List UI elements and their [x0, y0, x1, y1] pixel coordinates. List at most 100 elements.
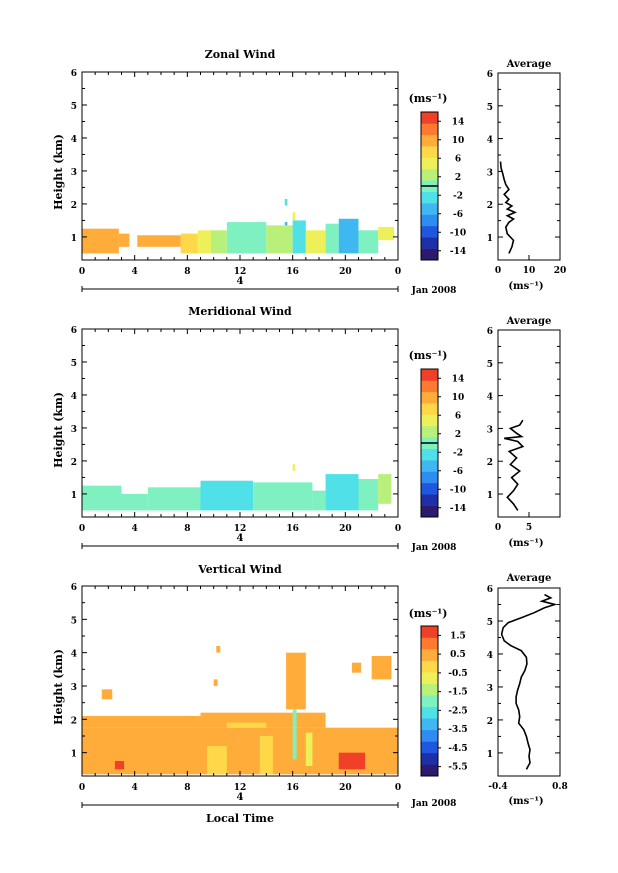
average-height-label: 4 [487, 393, 493, 403]
average-height-label: 1 [487, 234, 493, 244]
colorbar-swatch [421, 718, 438, 731]
colorbar-swatch [421, 191, 438, 204]
time-tick-label: 0 [79, 783, 85, 793]
average-x-tick-label: 0 [495, 523, 501, 533]
time-tick-label: 4 [132, 524, 138, 534]
meridional-day-bar: 4 Jan 2008 [81, 533, 456, 553]
average-height-label: 4 [487, 651, 493, 661]
meridional-wind-title: Meridional Wind [188, 305, 292, 318]
data-cell [101, 689, 113, 700]
data-cell [211, 230, 227, 254]
height-tick-label: 5 [71, 359, 77, 369]
average-height-label: 1 [487, 491, 493, 501]
colorbar-swatch [421, 425, 438, 438]
vertical-date-label: Jan 2008 [411, 799, 457, 809]
colorbar-swatch [421, 649, 438, 661]
height-tick-label: 3 [71, 425, 77, 435]
colorbar-swatch [421, 134, 438, 147]
average-frame [497, 72, 561, 261]
height-tick-label: 1 [71, 491, 77, 501]
time-tick-label: 8 [184, 783, 190, 793]
colorbar-swatch [421, 660, 438, 673]
average-x-tick-label: -0.4 [488, 782, 507, 792]
data-cell [358, 230, 379, 254]
data-cell [114, 761, 125, 770]
time-tick-label: 0 [395, 524, 401, 534]
average-height-label: 5 [487, 618, 493, 628]
time-tick-label: 8 [184, 267, 190, 277]
data-cell [378, 474, 392, 504]
colorbar-swatch [421, 403, 438, 415]
data-cell [216, 646, 221, 653]
meridional-time-axis: 0 4 8 12 16 20 0 [79, 329, 401, 534]
data-cell [378, 227, 395, 241]
colorbar-swatch [421, 448, 438, 461]
colorbar-swatch [421, 683, 438, 696]
average-height-label: 3 [487, 684, 493, 694]
colorbar-swatch [421, 505, 438, 518]
average-frame [497, 329, 561, 518]
meridional-average-title: Average [506, 316, 552, 327]
vertical-day-label: 4 [237, 792, 244, 803]
colorbar-tick-label: -3.5 [448, 725, 467, 735]
time-tick-label: 0 [395, 783, 401, 793]
colorbar-swatch [421, 237, 438, 249]
time-tick-label: 0 [395, 267, 401, 277]
colorbar-tick-label: 6 [455, 411, 461, 421]
zonal-day-bar: 4 Jan 2008 [81, 276, 457, 296]
height-tick-label: 5 [71, 616, 77, 626]
height-tick-label: 6 [71, 69, 77, 79]
data-cell [82, 716, 201, 728]
meridional-day-label: 4 [237, 533, 244, 544]
colorbar-swatch [421, 369, 438, 381]
zonal-date-label: Jan 2008 [411, 286, 457, 296]
colorbar-swatch [421, 168, 438, 181]
height-tick-label: 6 [71, 583, 77, 593]
data-cell [284, 222, 288, 226]
time-tick-label: 16 [286, 267, 299, 277]
height-tick-label: 3 [71, 168, 77, 178]
colorbar-swatch [421, 672, 438, 684]
height-tick-label: 2 [71, 716, 77, 726]
zonal-wind-title: Zonal Wind [205, 48, 276, 61]
zonal-colorbar-unit: (ms⁻¹) [409, 92, 448, 105]
data-cell [82, 485, 122, 511]
data-cell [266, 225, 293, 254]
colorbar-swatch [421, 637, 438, 650]
data-cell [338, 752, 366, 770]
data-cell [305, 230, 326, 254]
average-height-label: 6 [487, 585, 493, 595]
data-cell [226, 222, 267, 254]
time-tick-label: 12 [234, 524, 247, 534]
average-x-tick-label: 20 [554, 266, 567, 276]
data-cell [226, 722, 267, 728]
colorbar-swatch [421, 248, 438, 261]
colorbar-swatch [421, 112, 438, 124]
colorbar-swatch [421, 626, 438, 638]
average-height-label: 4 [487, 136, 493, 146]
height-tick-label: 5 [71, 102, 77, 112]
colorbar-frame [420, 625, 439, 777]
meridional-average-xlabel: (ms⁻¹) [508, 538, 543, 549]
colorbar-tick-label: 6 [455, 154, 461, 164]
average-height-label: 1 [487, 750, 493, 760]
local-time-label: Local Time [206, 812, 274, 825]
vertical-colorbar-unit: (ms⁻¹) [409, 607, 448, 620]
zonal-average-xlabel: (ms⁻¹) [508, 281, 543, 292]
vertical-average-xlabel: (ms⁻¹) [508, 796, 543, 807]
average-height-label: 2 [487, 458, 493, 468]
colorbar-tick-label: -4.5 [448, 744, 467, 754]
colorbar-tick-label: 10 [452, 136, 465, 146]
zonal-average-plot: 0 10 20 1 2 3 4 5 6 [487, 70, 567, 276]
vertical-time-axis: 0 4 8 12 16 20 0 [79, 586, 401, 793]
colorbar-swatch [421, 157, 438, 170]
average-x-tick-label: 0.8 [552, 782, 568, 792]
height-tick-label: 4 [71, 650, 77, 660]
colorbar-tick-label: -5.5 [448, 763, 467, 773]
data-cell [292, 464, 296, 471]
data-cell [118, 233, 130, 247]
data-cell [147, 487, 201, 511]
